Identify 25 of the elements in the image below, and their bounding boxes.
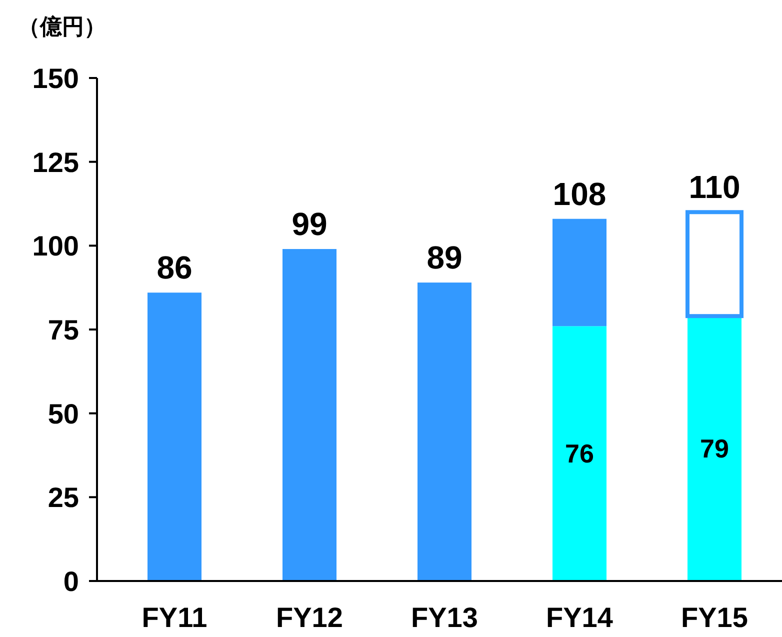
x-tick-label: FY15 [681,602,748,633]
y-tick-label: 75 [48,314,79,346]
y-tick-label: 25 [48,482,79,514]
y-tick-label: 50 [48,398,79,430]
bar [148,292,202,581]
data-label: 76 [565,438,594,469]
total-label: 110 [688,169,740,206]
bar [552,218,606,326]
x-tick-label: FY12 [276,602,343,633]
total-label: 89 [426,240,462,276]
x-tick-label: FY13 [411,602,478,633]
y-tick-label: 100 [32,230,79,262]
bar [552,326,606,581]
x-tick-label: FY11 [142,602,208,633]
bar [282,249,336,581]
total-label: 99 [292,206,328,242]
data-label: 79 [700,434,729,464]
bar [418,282,472,581]
y-axis-title: （億円） [18,15,106,40]
y-tick-label: 125 [32,146,79,178]
x-tick-label: FY14 [546,602,614,633]
y-tick-label: 0 [63,566,79,597]
y-tick-label: 150 [32,63,79,94]
total-label: 86 [156,250,192,286]
total-label: 108 [552,176,606,212]
